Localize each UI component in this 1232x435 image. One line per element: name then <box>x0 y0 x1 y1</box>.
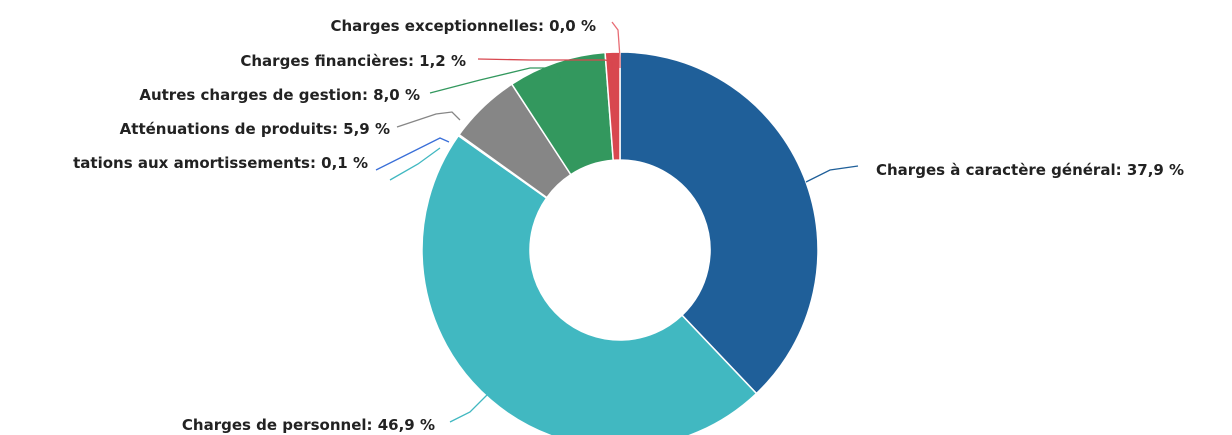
connector-charges-de-personnel <box>449 389 493 423</box>
label-charges-exceptionnelles: Charges exceptionnelles: 0,0 % <box>331 17 597 35</box>
donut-slices <box>421 51 819 435</box>
slice-charges-a-caractere-general[interactable] <box>619 51 819 395</box>
connector-charges-financieres <box>477 58 613 70</box>
connector-attenuations-de-produits <box>396 111 461 128</box>
data-labels: Charges à caractère général: 37,9 % Charg… <box>73 17 1184 434</box>
label-dotations-aux-amortissements: tations aux amortissements: 0,1 % <box>73 154 368 172</box>
label-charges-financieres: Charges financières: 1,2 % <box>240 52 466 70</box>
connector-dotations-aux-amortissements-secondary <box>389 147 441 181</box>
slice-charges-de-personnel[interactable] <box>421 134 758 435</box>
slice-charges-financieres[interactable] <box>604 51 621 162</box>
label-connectors <box>375 21 859 423</box>
label-charges-de-personnel: Charges de personnel: 46,9 % <box>182 416 435 434</box>
connector-dotations-aux-amortissements <box>375 137 450 171</box>
connector-autres-charges-de-gestion <box>429 67 561 94</box>
label-autres-charges-de-gestion: Autres charges de gestion: 8,0 % <box>139 86 420 104</box>
connector-charges-exceptionnelles <box>611 21 621 68</box>
connector-charges-a-caractere-general <box>805 165 859 183</box>
label-charges-a-caractere-general: Charges à caractère général: 37,9 % <box>876 161 1184 179</box>
label-attenuations-de-produits: Atténuations de produits: 5,9 % <box>120 120 390 138</box>
